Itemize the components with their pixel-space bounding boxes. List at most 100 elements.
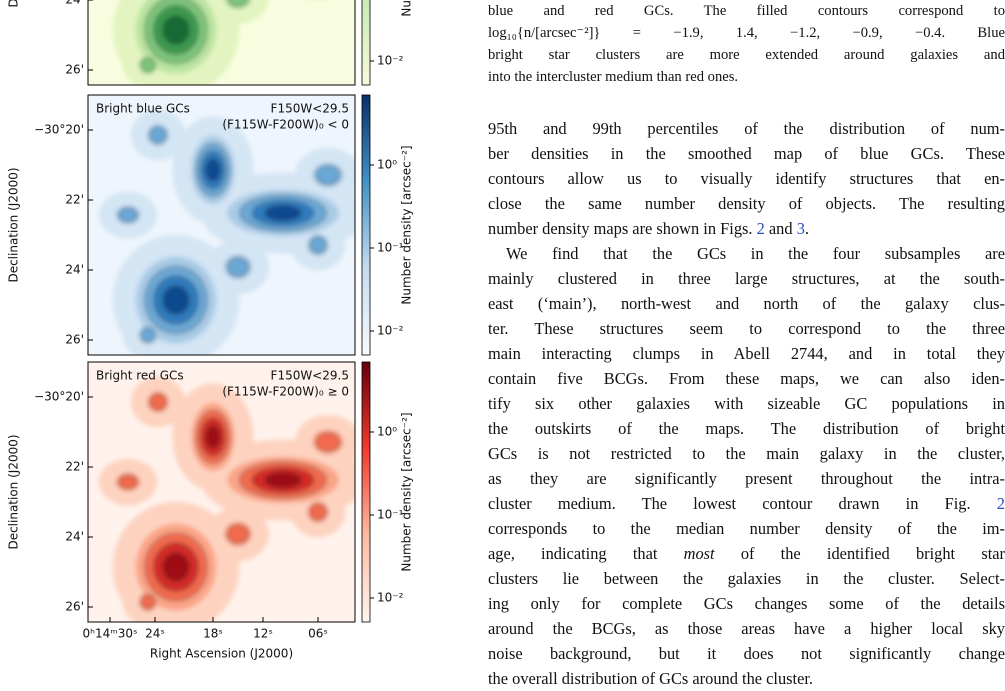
y-axis-label: Declination (J2000)	[7, 0, 21, 8]
magnitude-cut: F150W<29.5	[271, 102, 349, 116]
text-line: GCs is not restricted to the main galaxy…	[488, 444, 1005, 463]
color-cut: (F115W-F200W)₀ < 0	[222, 118, 349, 132]
colorbar	[361, 0, 371, 86]
x-tick-label: 12ˢ	[253, 627, 273, 641]
colorbar-tick-label: 10⁻²	[377, 591, 404, 605]
text-line: 95th and 99th percentiles of the distrib…	[488, 119, 1005, 138]
magnitude-cut: F150W<29.5	[271, 369, 349, 383]
text-segment: .	[804, 219, 809, 238]
y-tick-label: 26'	[65, 600, 84, 614]
y-tick-label: 24'	[65, 0, 84, 7]
text-line: around the BCGs, as those areas have a h…	[488, 619, 1005, 638]
contour	[315, 165, 341, 186]
colorbar-tick-label: 10⁻²	[377, 324, 404, 338]
panel: Bright blue GCs F150W<29.5 (F115W-F200W)₀ …	[7, 94, 414, 356]
colorbar-tick-label: 10⁻¹	[377, 508, 404, 522]
y-tick-label: −30°20'	[34, 123, 84, 137]
colorbar-tick-label: 10⁻²	[377, 54, 404, 68]
colorbar-tick-label: 10⁻¹	[377, 241, 404, 255]
y-tick-label: 22'	[65, 193, 84, 207]
text-line: ber densities in the smoothed map of blu…	[488, 144, 1005, 163]
y-tick-label: 24'	[65, 263, 84, 277]
contours	[98, 376, 355, 622]
panel-frame	[87, 0, 356, 86]
contours	[112, 0, 323, 85]
text-line: the overall distribution of GCs around t…	[488, 669, 814, 688]
contour	[140, 57, 156, 73]
contour	[162, 552, 190, 582]
text-line: corresponds to the median number density…	[488, 519, 1005, 538]
contour	[117, 207, 139, 223]
reference-link[interactable]: 2	[996, 494, 1005, 513]
text-line: tify six other galaxies with sizeable GC…	[488, 394, 1005, 413]
text-line: clusters lie between the galaxies in the…	[488, 569, 1005, 588]
panel-title: Bright red GCs	[96, 369, 184, 383]
x-tick-label: 24ˢ	[145, 627, 165, 641]
contours	[98, 109, 355, 355]
panel-frame	[87, 361, 356, 623]
y-tick-label: 24'	[65, 530, 84, 544]
y-tick-label: 22'	[65, 460, 84, 474]
panel-title: Bright blue GCs	[96, 102, 190, 116]
y-tick-label: −30°20'	[34, 390, 84, 404]
y-axis-label: Declination (J2000)	[7, 167, 21, 282]
colorbar-tick-label: 10⁰	[377, 158, 397, 172]
contour	[227, 0, 249, 7]
text-line: ter. These structures seem to correspond…	[488, 319, 1005, 338]
contour	[264, 472, 302, 488]
body-text: 95th and 99th percentiles of the distrib…	[488, 116, 1005, 691]
x-tick-label: 06ˢ	[308, 627, 328, 641]
x-tick-label: 0ʰ14ᵐ30ˢ	[83, 627, 138, 641]
y-tick-label: 26'	[65, 333, 84, 347]
text-segment: cluster medium. The lowest contour drawn…	[488, 494, 997, 513]
text-line: age, indicating that most of the identif…	[488, 541, 1005, 566]
reference-link[interactable]: 2	[756, 219, 765, 238]
text-segment: number density maps are shown in Figs.	[488, 219, 757, 238]
contour	[117, 474, 139, 490]
panel: 24' 26' Declination (J2000) 10⁻² Number dens…	[7, 0, 414, 86]
contour	[264, 205, 302, 221]
figure: 24' 26' Declination (J2000) 10⁻² Number dens…	[7, 0, 414, 661]
text-line: bright star clusters are more extended a…	[488, 47, 1005, 63]
contour	[226, 523, 250, 544]
text-line: east (‘main’), north-west and north of t…	[488, 294, 1005, 313]
colorbar-label: Number density [arcsec⁻²]	[400, 412, 414, 571]
x-axis-label: Right Ascension (J2000)	[150, 647, 293, 661]
y-axis-label: Declination (J2000)	[7, 434, 21, 549]
text-line: ing only for complete GCs changes some o…	[488, 594, 1005, 613]
text-line: as they are significantly present throug…	[488, 469, 1005, 488]
text-line: contours allow us to visually identify s…	[488, 169, 1005, 188]
y-tick-label: 26'	[65, 63, 84, 77]
text-segment: most	[683, 544, 715, 563]
colorbar-tick-label: 10⁰	[377, 425, 397, 439]
contour	[149, 393, 167, 411]
panel: Bright red GCs F150W<29.5 (F115W-F200W)₀ ≥…	[7, 361, 414, 623]
contour	[226, 256, 250, 277]
text-segment: of the identified bright star	[714, 544, 1005, 563]
contour	[140, 327, 156, 343]
colorbar-label: Number density [arcsec⁻²]	[400, 145, 414, 304]
color-cut: (F115W-F200W)₀ ≥ 0	[222, 385, 349, 399]
text-line: main interacting clumps in Abell 2744, a…	[488, 344, 1005, 363]
density-map	[88, 0, 355, 85]
reference-link[interactable]: 3	[796, 219, 805, 238]
text-line: cluster medium. The lowest contour drawn…	[488, 491, 1005, 516]
caption: blue and red GCs. The filled contours co…	[488, 0, 1005, 88]
contour	[315, 432, 341, 453]
text-line: number density maps are shown in Figs. 2…	[488, 216, 1005, 241]
text-line: We find that the GCs in the four subsamp…	[506, 244, 1005, 263]
contour	[207, 0, 269, 25]
colorbar	[361, 94, 371, 356]
text-line: log₁₀{n/[arcsec⁻²]} = −1.9, 1.4, −1.2, −…	[488, 25, 1005, 41]
text-line: close the same number density of objects…	[488, 194, 1005, 213]
contour	[205, 158, 221, 182]
panel-frame	[87, 94, 356, 356]
text-line: noise background, but it does not signif…	[488, 644, 1005, 663]
text-segment: and	[764, 219, 797, 238]
x-tick-label: 18ˢ	[203, 627, 223, 641]
contour	[205, 425, 221, 449]
text-line: into the intercluster medium than red on…	[488, 69, 739, 85]
text-line: mainly clustered in three large structur…	[488, 269, 1005, 288]
contour	[140, 594, 156, 610]
